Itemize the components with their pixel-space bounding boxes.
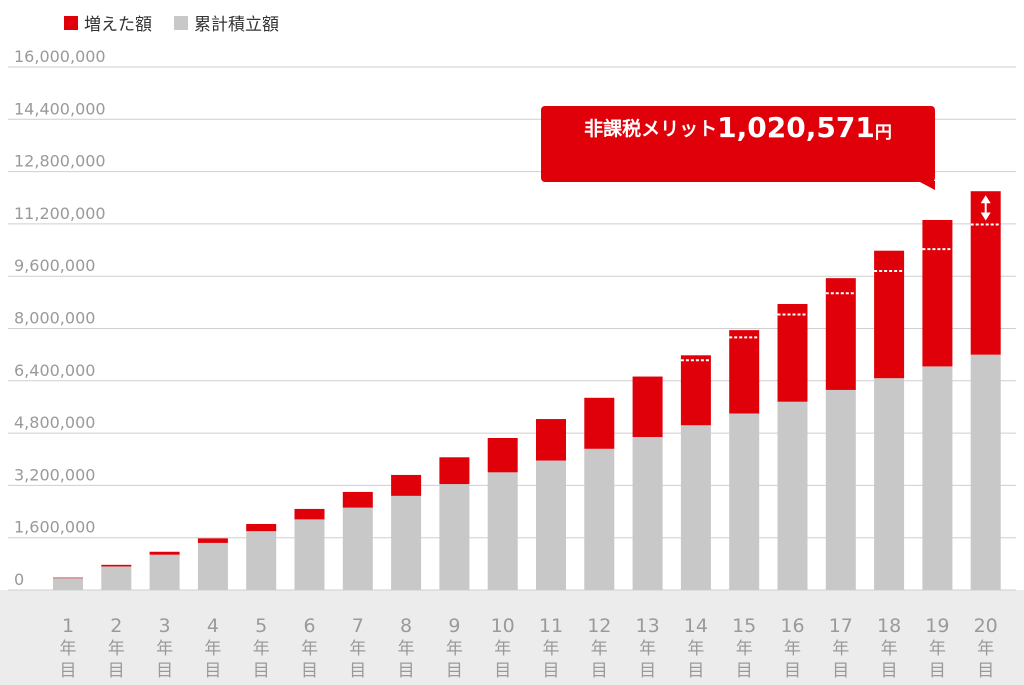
legend-swatch-cumulative	[174, 15, 188, 30]
x-tick-label: 4 年目	[204, 615, 221, 681]
bar-cumulative	[101, 566, 132, 590]
bar-increase	[246, 523, 277, 532]
bar-increase	[825, 278, 856, 390]
x-tick-label: 20 年目	[974, 615, 998, 681]
x-tick-label: 14 年目	[684, 615, 708, 681]
legend: 増えた額 累計積立額	[64, 10, 301, 35]
bar-increase	[487, 438, 518, 473]
bar-increase	[101, 564, 132, 567]
bar-cumulative	[874, 378, 905, 590]
y-tick-label: 16,000,000	[14, 47, 106, 66]
bar-cumulative	[487, 472, 518, 590]
callout-label: 非課税メリット	[584, 117, 718, 140]
bar-cumulative	[53, 578, 83, 590]
bar-cumulative	[632, 437, 663, 590]
x-tick-label: 13 年目	[636, 615, 660, 681]
bar-cumulative	[970, 354, 1001, 590]
x-tick-label: 11 年目	[539, 615, 563, 681]
bar-increase	[729, 330, 760, 414]
bar-cumulative	[391, 495, 422, 590]
bar-increase	[439, 457, 470, 485]
bar-increase	[294, 508, 325, 520]
x-tick-label: 16 年目	[780, 615, 804, 681]
callout-unit: 円	[874, 122, 892, 143]
bar-cumulative	[294, 519, 325, 590]
y-tick-label: 12,800,000	[14, 152, 106, 171]
bar-increase	[391, 474, 422, 496]
y-tick-label: 14,400,000	[14, 99, 106, 118]
legend-label-cumulative: 累計積立額	[194, 15, 279, 35]
y-tick-label: 8,000,000	[14, 309, 95, 328]
y-tick-label: 3,200,000	[14, 465, 95, 484]
legend-label-increase: 増えた額	[84, 15, 152, 35]
legend-swatch-increase	[64, 15, 78, 30]
bar-increase	[922, 219, 953, 367]
y-tick-label: 0	[14, 570, 24, 589]
callout-tail	[918, 181, 935, 190]
bar-cumulative	[149, 554, 180, 590]
bar-cumulative	[342, 507, 373, 590]
bar-increase	[874, 250, 905, 379]
x-tick-label: 19 年目	[925, 615, 949, 681]
x-tick-label: 5 年目	[253, 615, 270, 681]
x-tick-label: 15 年目	[732, 615, 756, 681]
bar-increase	[632, 376, 663, 438]
benefit-arrow-head-down	[980, 212, 991, 221]
bar-cumulative	[825, 389, 856, 590]
y-tick-label: 1,600,000	[14, 518, 95, 537]
x-tick-label: 10 年目	[491, 615, 515, 681]
bar-cumulative	[922, 366, 953, 590]
bar-increase	[53, 577, 83, 579]
x-tick-label: 7 年目	[349, 615, 366, 681]
x-tick-label: 3 年目	[156, 615, 173, 681]
y-tick-label: 4,800,000	[14, 413, 95, 432]
bar-cumulative	[536, 460, 566, 590]
bar-cumulative	[680, 425, 711, 590]
bar-increase	[584, 397, 615, 449]
x-tick-label: 6 年目	[301, 615, 318, 681]
x-axis-band	[0, 590, 1024, 685]
tax-benefit-callout: 非課税メリット 1,020,571 円	[541, 106, 935, 182]
x-tick-label: 1 年目	[60, 615, 77, 681]
bar-cumulative	[197, 542, 228, 590]
bar-cumulative	[584, 448, 615, 590]
bar-cumulative	[439, 484, 470, 590]
bar-cumulative	[246, 531, 277, 590]
x-tick-label: 8 年目	[398, 615, 415, 681]
bar-increase	[149, 551, 180, 555]
legend-item-increase: 増えた額	[64, 10, 152, 35]
bar-increase	[777, 303, 808, 402]
bar-cumulative	[729, 413, 760, 590]
legend-item-cumulative: 累計積立額	[174, 10, 279, 35]
bar-increase	[342, 491, 373, 508]
bar-increase	[536, 419, 566, 461]
bar-increase	[680, 355, 711, 426]
y-tick-label: 6,400,000	[14, 361, 95, 380]
benefit-arrow-head-up	[980, 195, 991, 204]
x-tick-label: 9 年目	[446, 615, 463, 681]
x-tick-label: 12 年目	[587, 615, 611, 681]
x-tick-label: 2 年目	[108, 615, 125, 681]
callout-value: 1,020,571	[717, 110, 875, 144]
bar-cumulative	[777, 401, 808, 590]
y-tick-label: 9,600,000	[14, 256, 95, 275]
x-tick-label: 17 年目	[829, 615, 853, 681]
bar-increase	[197, 538, 228, 543]
x-tick-label: 18 年目	[877, 615, 901, 681]
y-tick-label: 11,200,000	[14, 204, 106, 223]
